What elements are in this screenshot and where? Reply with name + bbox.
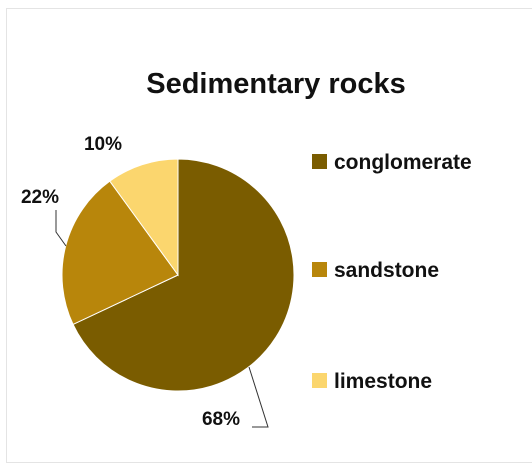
pie-slices bbox=[61, 158, 295, 392]
data-label-conglomerate: 68% bbox=[202, 409, 240, 430]
legend-swatch-limestone bbox=[312, 373, 327, 388]
legend: conglomerate sandstone limestone bbox=[312, 151, 472, 393]
legend-label-limestone: limestone bbox=[334, 370, 432, 393]
data-label-sandstone: 22% bbox=[21, 187, 59, 208]
data-label-limestone: 10% bbox=[84, 134, 122, 155]
legend-swatch-sandstone bbox=[312, 262, 327, 277]
pie-slice-conglomerate bbox=[72, 158, 295, 392]
legend-label-conglomerate: conglomerate bbox=[334, 151, 472, 174]
chart-title: Sedimentary rocks bbox=[146, 68, 406, 100]
pie-slice-limestone bbox=[109, 158, 179, 277]
legend-label-sandstone: sandstone bbox=[334, 259, 439, 282]
leader-lines bbox=[55, 210, 269, 428]
leader-line-sandstone bbox=[55, 210, 67, 247]
legend-swatch-conglomerate bbox=[312, 154, 327, 169]
leader-line-conglomerate bbox=[248, 366, 269, 428]
